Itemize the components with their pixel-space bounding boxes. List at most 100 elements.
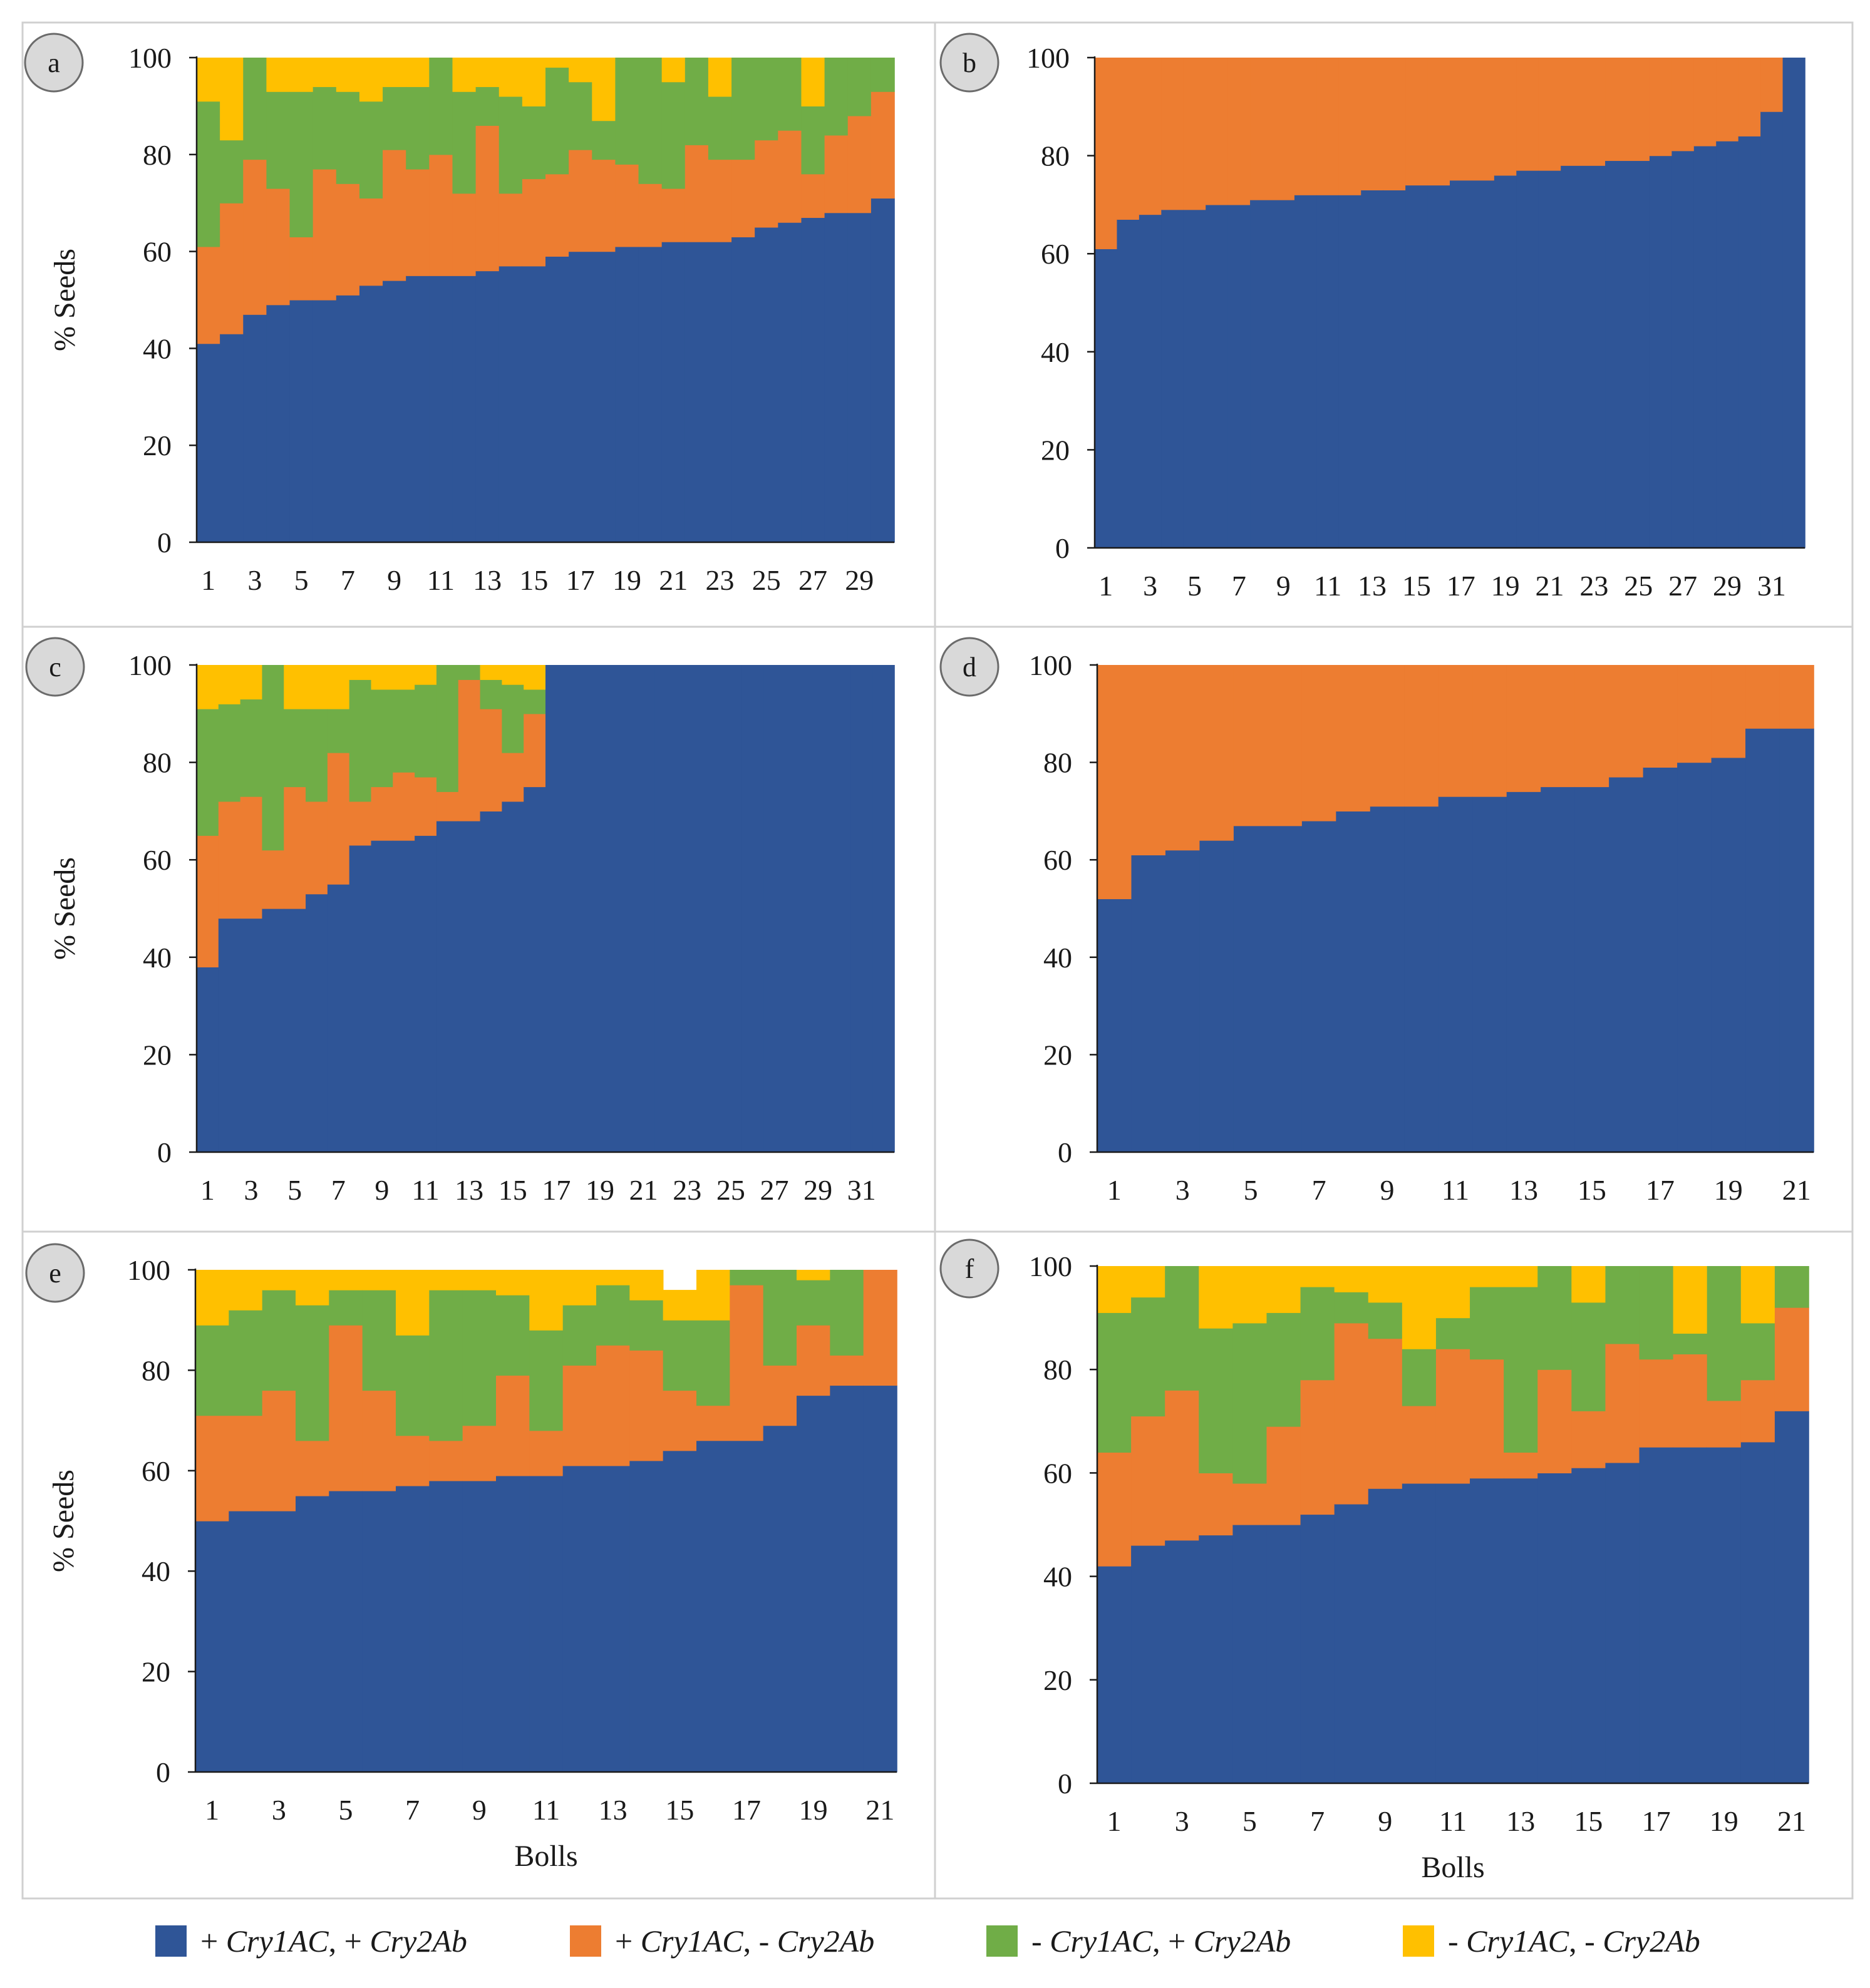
x-tick-label-c: 19	[586, 1174, 614, 1206]
bar-f-boll-19-series-2	[1707, 1400, 1742, 1448]
x-tick-label-f: 7	[1310, 1805, 1325, 1837]
bar-b-boll-13-series-1	[1361, 190, 1384, 549]
bar-a-boll-27-series-3	[801, 106, 825, 175]
bar-c-boll-10-series-4	[393, 665, 415, 690]
bar-a-boll-5-series-3	[289, 91, 314, 237]
bar-a-boll-4-series-2	[266, 188, 291, 306]
bar-a-boll-15-series-1	[522, 265, 546, 543]
bar-b-boll-1-series-2	[1095, 58, 1118, 249]
legend-swatch-4	[1403, 1925, 1434, 1957]
x-tick-label-d: 11	[1442, 1174, 1469, 1206]
bar-a-boll-23-series-1	[708, 242, 732, 543]
bar-a-boll-11-series-1	[429, 276, 453, 543]
bar-c-boll-3-series-1	[240, 918, 263, 1153]
bar-f-boll-13-series-2	[1504, 1452, 1539, 1479]
bar-f-boll-21-series-2	[1774, 1307, 1809, 1411]
y-tick-label-f: 0	[1058, 1768, 1072, 1800]
bar-e-boll-11-series-2	[529, 1430, 564, 1476]
bar-f-boll-13-series-4	[1504, 1266, 1539, 1287]
x-tick-label-a: 5	[294, 564, 309, 596]
x-tick-label-a: 25	[752, 564, 781, 596]
bar-e-boll-14-series-2	[629, 1350, 664, 1461]
bar-d-boll-16-series-1	[1609, 776, 1644, 1153]
bar-c-boll-15-series-2	[502, 753, 524, 802]
bar-a-boll-19-series-2	[615, 164, 639, 247]
bar-e-boll-12-series-2	[562, 1365, 597, 1466]
x-tick-label-e: 5	[339, 1794, 353, 1826]
bar-d-boll-15-series-2	[1574, 665, 1609, 788]
bar-d-boll-6-series-2	[1268, 665, 1303, 827]
panel-letter-c: c	[49, 652, 61, 682]
bar-c-boll-22-series-1	[654, 665, 677, 1153]
x-tick-label-d: 17	[1646, 1174, 1675, 1206]
x-tick-label-b: 19	[1491, 570, 1520, 602]
bar-e-boll-3-series-1	[262, 1510, 296, 1773]
bar-a-boll-6-series-3	[313, 86, 337, 170]
bar-c-boll-9-series-2	[371, 786, 394, 841]
bar-f-boll-4-series-2	[1199, 1473, 1234, 1536]
y-axis-title-a: % Seeds	[48, 249, 81, 351]
bar-e-boll-5-series-4	[329, 1270, 363, 1290]
bar-a-boll-25-series-1	[755, 227, 779, 543]
bar-f-boll-18-series-2	[1673, 1354, 1708, 1448]
bar-a-boll-27-series-1	[801, 217, 825, 543]
bar-e-boll-8-series-4	[429, 1270, 463, 1290]
y-tick-label-a: 60	[143, 236, 172, 268]
bar-c-boll-11-series-2	[415, 776, 437, 836]
y-tick-label-c: 20	[143, 1039, 172, 1071]
bar-b-boll-19-series-1	[1494, 175, 1517, 549]
bar-f-boll-15-series-2	[1571, 1411, 1606, 1468]
bar-f-boll-15-series-1	[1571, 1468, 1606, 1784]
x-tick-label-f: 19	[1710, 1805, 1738, 1837]
bar-f-boll-18-series-1	[1673, 1447, 1708, 1784]
bar-f-boll-6-series-3	[1266, 1312, 1301, 1427]
bar-c-boll-32-series-1	[872, 665, 895, 1153]
bar-a-boll-13-series-1	[475, 270, 500, 543]
legend-swatch-2	[570, 1925, 601, 1957]
bar-b-boll-14-series-2	[1383, 58, 1406, 191]
bar-e-boll-10-series-4	[496, 1270, 530, 1295]
figure-frame	[21, 21, 1854, 1900]
x-tick-label-f: 21	[1777, 1805, 1806, 1837]
x-tick-label-c: 31	[847, 1174, 876, 1206]
bar-f-boll-8-series-2	[1334, 1322, 1369, 1505]
bar-b-boll-8-series-1	[1250, 200, 1273, 549]
bar-d-boll-19-series-1	[1711, 757, 1746, 1153]
bar-d-boll-17-series-2	[1643, 665, 1678, 768]
bar-c-boll-9-series-3	[371, 689, 394, 788]
x-tick-label-f: 1	[1107, 1805, 1122, 1837]
y-tick-label-f: 20	[1043, 1664, 1072, 1696]
bar-e-boll-12-series-1	[562, 1465, 597, 1773]
bar-e-boll-7-series-1	[396, 1485, 430, 1773]
bar-e-boll-7-series-3	[396, 1335, 430, 1436]
bar-e-boll-3-series-4	[262, 1270, 296, 1290]
bar-c-boll-5-series-4	[284, 665, 306, 709]
x-tick-label-c: 27	[760, 1174, 789, 1206]
bar-e-boll-14-series-4	[629, 1270, 664, 1300]
bar-d-boll-4-series-2	[1199, 665, 1234, 841]
bar-c-boll-8-series-4	[349, 665, 372, 680]
bar-e-boll-9-series-1	[462, 1480, 497, 1773]
bar-a-boll-1-series-1	[197, 343, 220, 543]
bar-c-boll-4-series-1	[262, 909, 285, 1153]
bar-c-boll-13-series-1	[458, 820, 481, 1153]
bar-e-boll-16-series-4	[696, 1270, 731, 1321]
bar-d-boll-17-series-1	[1643, 767, 1678, 1153]
bar-e-boll-16-series-1	[696, 1440, 731, 1773]
bar-e-boll-17-series-3	[730, 1270, 764, 1285]
panel-badge-b	[939, 33, 1000, 93]
y-tick-label-d: 100	[1029, 649, 1072, 681]
x-tick-label-f: 5	[1242, 1805, 1257, 1837]
bar-a-boll-17-series-3	[569, 81, 593, 150]
y-tick-label-a: 0	[157, 527, 172, 559]
bar-b-boll-29-series-1	[1716, 141, 1739, 549]
bar-f-boll-2-series-1	[1131, 1545, 1165, 1784]
bar-f-boll-21-series-3	[1774, 1266, 1809, 1308]
bar-a-boll-15-series-2	[522, 178, 546, 267]
bar-c-boll-3-series-4	[240, 665, 263, 700]
y-tick-label-e: 0	[156, 1756, 170, 1788]
bar-b-boll-3-series-1	[1139, 214, 1162, 549]
x-tick-label-c: 13	[455, 1174, 483, 1206]
y-tick-label-b: 100	[1026, 42, 1070, 74]
bar-a-boll-14-series-1	[498, 265, 523, 543]
